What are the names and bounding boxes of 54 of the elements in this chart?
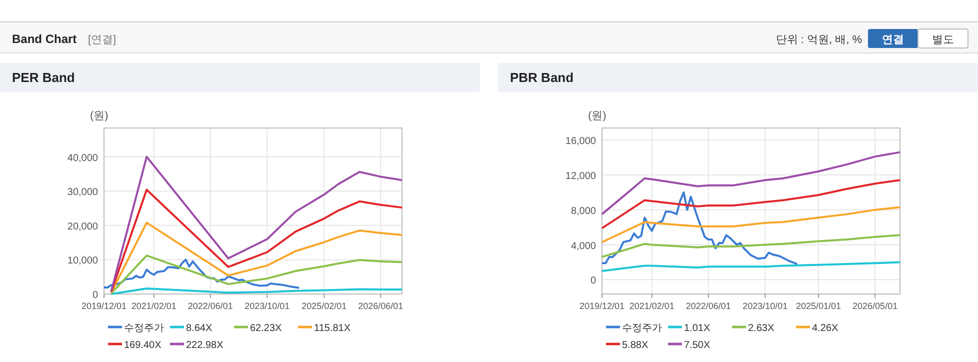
y-tick-label: 10,000 bbox=[67, 256, 98, 267]
line-series bbox=[110, 156, 403, 292]
x-tick-label: 2023/10/01 bbox=[742, 301, 788, 311]
text: 별도 bbox=[932, 34, 954, 46]
y-tick-label: 16,000 bbox=[565, 136, 596, 147]
y-tick-label: 0 bbox=[590, 276, 596, 287]
line-series bbox=[601, 151, 901, 216]
legend-label: 7.50X bbox=[684, 340, 710, 351]
y-axis-title: (원) bbox=[90, 110, 108, 122]
y-tick-label: 20,000 bbox=[67, 221, 98, 232]
legend-label: 62.23X bbox=[250, 323, 282, 334]
legend-label: 8.64X bbox=[186, 323, 212, 334]
legend-label: 수정주가 bbox=[124, 323, 164, 334]
y-axis-title: (원) bbox=[588, 110, 606, 122]
x-tick-label: 2026/06/01 bbox=[358, 301, 404, 311]
x-tick-label: 2019/12/01 bbox=[81, 301, 127, 311]
legend-label: 2.63X bbox=[748, 323, 774, 334]
x-tick-label: 2025/02/01 bbox=[302, 301, 347, 311]
x-tick-label: 2019/12/01 bbox=[579, 301, 625, 311]
line-series bbox=[601, 261, 901, 272]
y-tick-label: 4,000 bbox=[570, 240, 596, 252]
legend-label: 115.81X bbox=[314, 323, 351, 334]
line-series bbox=[110, 188, 403, 293]
y-tick-label: 0 bbox=[92, 290, 98, 301]
legend-label: 4.26X bbox=[812, 323, 838, 334]
x-tick-label: 2021/02/01 bbox=[629, 301, 674, 311]
y-tick-label: 30,000 bbox=[67, 187, 98, 198]
line-series bbox=[601, 191, 798, 265]
legend-label: 1.01X bbox=[684, 323, 710, 334]
line-series bbox=[110, 222, 403, 294]
x-tick-label: 2026/05/01 bbox=[852, 301, 898, 311]
x-tick-label: 2021/02/01 bbox=[131, 301, 176, 311]
text: Band Chart bbox=[12, 32, 77, 46]
x-tick-label: 2022/06/01 bbox=[686, 301, 731, 311]
text: 연결 bbox=[882, 34, 904, 46]
line-series bbox=[103, 258, 300, 289]
y-tick-label: 40,000 bbox=[67, 152, 98, 164]
text: 단위 : 억원, 배, % bbox=[776, 34, 862, 46]
legend-label: 수정주가 bbox=[622, 323, 662, 334]
line-series bbox=[110, 254, 403, 294]
x-tick-label: 2022/06/01 bbox=[188, 301, 233, 311]
legend-label: 5.88X bbox=[622, 340, 648, 351]
x-tick-label: 2023/10/01 bbox=[244, 301, 290, 311]
line-series bbox=[601, 179, 901, 230]
y-tick-label: 12,000 bbox=[565, 170, 596, 182]
y-tick-label: 8,000 bbox=[570, 206, 596, 217]
x-tick-label: 2025/01/01 bbox=[796, 301, 842, 311]
line-series bbox=[601, 234, 901, 258]
text: [연결] bbox=[88, 34, 116, 46]
legend-label: 222.98X bbox=[186, 340, 224, 351]
chart-title: PBR Band bbox=[510, 70, 574, 85]
chart-title: PER Band bbox=[12, 70, 75, 85]
legend-label: 169.40X bbox=[124, 340, 162, 351]
line-series bbox=[601, 206, 901, 244]
